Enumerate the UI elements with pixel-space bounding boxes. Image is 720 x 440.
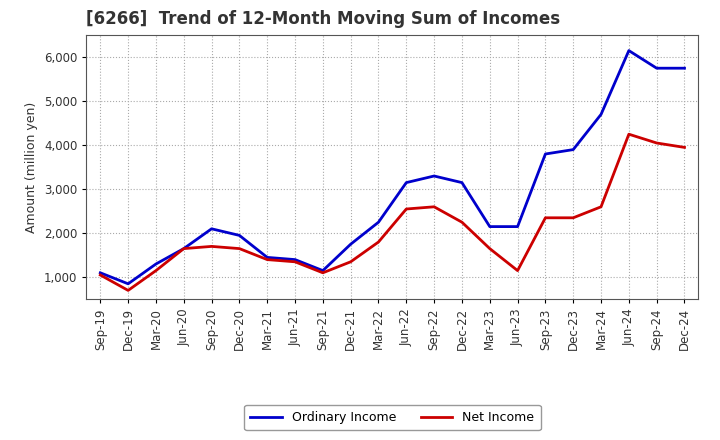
Ordinary Income	[263, 255, 271, 260]
Ordinary Income	[430, 173, 438, 179]
Ordinary Income	[597, 112, 606, 117]
Ordinary Income	[235, 233, 243, 238]
Net Income	[680, 145, 689, 150]
Ordinary Income	[124, 281, 132, 286]
Net Income	[235, 246, 243, 251]
Net Income	[541, 215, 550, 220]
Ordinary Income	[291, 257, 300, 262]
Ordinary Income	[513, 224, 522, 229]
Ordinary Income	[541, 151, 550, 157]
Ordinary Income	[207, 226, 216, 231]
Net Income	[402, 206, 410, 212]
Net Income	[569, 215, 577, 220]
Legend: Ordinary Income, Net Income: Ordinary Income, Net Income	[244, 405, 541, 430]
Net Income	[291, 259, 300, 264]
Net Income	[263, 257, 271, 262]
Net Income	[207, 244, 216, 249]
Net Income	[124, 288, 132, 293]
Line: Net Income: Net Income	[100, 134, 685, 290]
Ordinary Income	[346, 242, 355, 247]
Ordinary Income	[374, 220, 383, 225]
Ordinary Income	[402, 180, 410, 185]
Net Income	[597, 204, 606, 209]
Net Income	[430, 204, 438, 209]
Net Income	[374, 239, 383, 245]
Net Income	[152, 268, 161, 273]
Net Income	[624, 132, 633, 137]
Net Income	[513, 268, 522, 273]
Ordinary Income	[152, 261, 161, 267]
Net Income	[179, 246, 188, 251]
Ordinary Income	[318, 268, 327, 273]
Net Income	[652, 140, 661, 146]
Net Income	[346, 259, 355, 264]
Ordinary Income	[652, 66, 661, 71]
Net Income	[485, 246, 494, 251]
Ordinary Income	[96, 270, 104, 275]
Net Income	[318, 270, 327, 275]
Ordinary Income	[179, 246, 188, 251]
Net Income	[458, 220, 467, 225]
Y-axis label: Amount (million yen): Amount (million yen)	[25, 102, 38, 233]
Net Income	[96, 272, 104, 278]
Text: [6266]  Trend of 12-Month Moving Sum of Incomes: [6266] Trend of 12-Month Moving Sum of I…	[86, 10, 561, 28]
Ordinary Income	[680, 66, 689, 71]
Ordinary Income	[485, 224, 494, 229]
Ordinary Income	[569, 147, 577, 152]
Ordinary Income	[624, 48, 633, 53]
Ordinary Income	[458, 180, 467, 185]
Line: Ordinary Income: Ordinary Income	[100, 51, 685, 284]
